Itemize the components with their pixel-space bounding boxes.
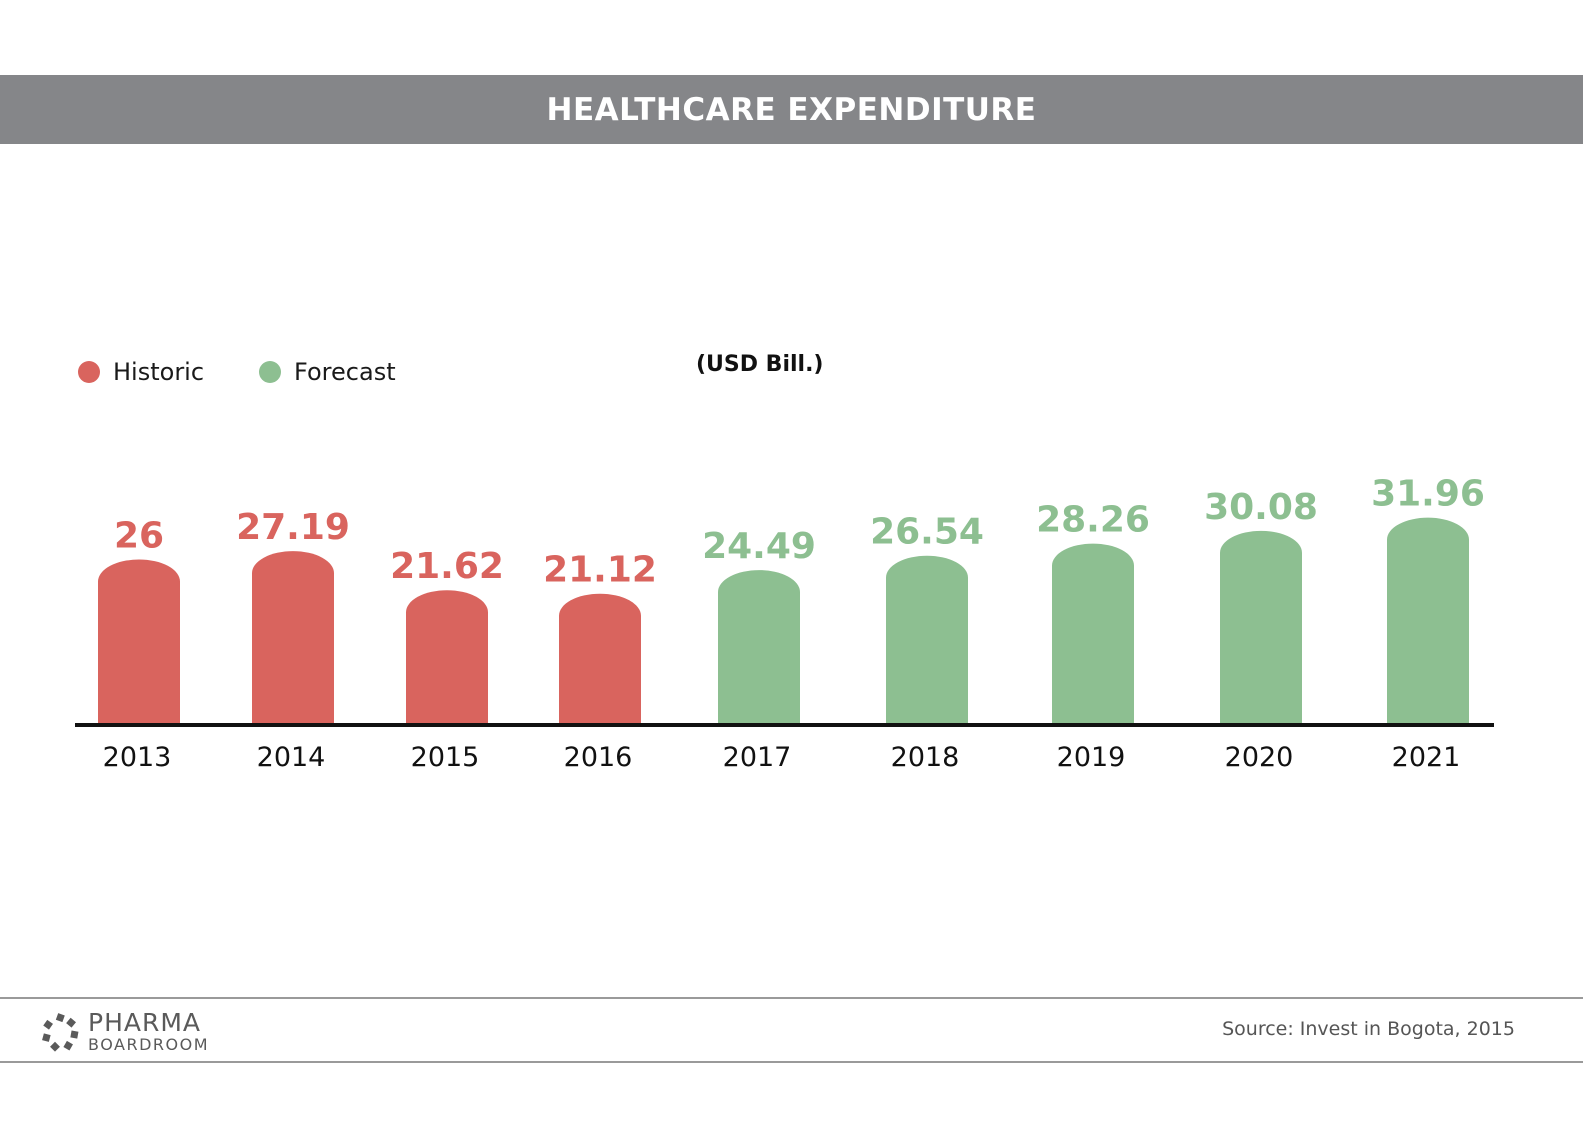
- title-bar: HEALTHCARE EXPENDITURE: [0, 75, 1583, 144]
- pharma-boardroom-logo: PHARMA BOARDROOM: [40, 1010, 209, 1053]
- source-note: Source: Invest in Bogota, 2015: [1222, 1018, 1515, 1040]
- data-label-2019: 28.26: [1036, 500, 1150, 541]
- unit-label: (USD Bill.): [696, 352, 824, 377]
- bar-2016: [559, 593, 641, 724]
- bar-2014: [252, 551, 334, 724]
- logo-mark-icon: [42, 1012, 79, 1052]
- footer-divider-bottom: [0, 1061, 1583, 1063]
- data-label-2018: 26.54: [870, 512, 984, 553]
- data-label-2013: 26: [114, 515, 164, 556]
- legend-label-forecast: Forecast: [294, 358, 396, 386]
- bar-2013: [98, 559, 180, 724]
- bar-2017: [718, 570, 800, 724]
- bar-2015: [406, 590, 488, 724]
- bar-2019: [1052, 543, 1134, 724]
- data-label-2016: 21.12: [543, 550, 657, 591]
- data-label-2017: 24.49: [702, 526, 816, 567]
- chart-title: HEALTHCARE EXPENDITURE: [546, 91, 1037, 128]
- x-tick-label-2014: 2014: [257, 742, 326, 773]
- bar-2020: [1220, 530, 1302, 724]
- legend-label-historic: Historic: [113, 358, 205, 386]
- logo-text-boardroom: BOARDROOM: [88, 1035, 209, 1054]
- footer-divider-top: [0, 997, 1583, 999]
- legend-item-forecast: Forecast: [259, 358, 396, 386]
- x-tick-label-2020: 2020: [1225, 742, 1294, 773]
- legend-swatch-forecast: [259, 361, 282, 383]
- bar-2018: [886, 555, 968, 724]
- x-tick-label-2013: 2013: [103, 742, 172, 773]
- x-tick-label-2016: 2016: [564, 742, 633, 773]
- bar-2021: [1387, 517, 1469, 724]
- legend-item-historic: Historic: [78, 358, 204, 386]
- x-tick-label-2019: 2019: [1057, 742, 1126, 773]
- x-tick-label-2018: 2018: [891, 742, 960, 773]
- data-label-2015: 21.62: [390, 546, 504, 587]
- data-label-2020: 30.08: [1204, 487, 1318, 528]
- data-label-2014: 27.19: [236, 507, 350, 548]
- x-tick-label-2017: 2017: [723, 742, 792, 773]
- logo-text-pharma: PHARMA: [88, 1008, 202, 1037]
- x-tick-label-2021: 2021: [1392, 742, 1461, 773]
- legend: Historic Forecast: [78, 358, 451, 386]
- data-label-2021: 31.96: [1371, 474, 1485, 515]
- x-tick-label-2015: 2015: [411, 742, 480, 773]
- legend-swatch-historic: [78, 361, 100, 383]
